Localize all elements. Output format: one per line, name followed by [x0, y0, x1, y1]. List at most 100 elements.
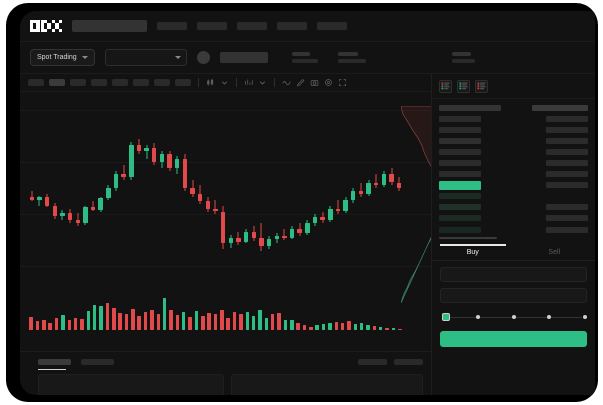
candle: [251, 110, 256, 255]
price-field[interactable]: [440, 267, 587, 283]
nav-item-3[interactable]: [236, 22, 267, 30]
market-stat-2-label: [337, 52, 358, 56]
order-book-bid-row[interactable]: [439, 214, 588, 223]
order-book-ask-row[interactable]: [439, 125, 588, 134]
order-book-bid-row[interactable]: [439, 225, 588, 234]
candle: [37, 110, 42, 255]
bottom-card-left[interactable]: [38, 374, 225, 395]
candle: [113, 110, 119, 255]
toolbar-divider: [274, 78, 275, 87]
tab-order-history[interactable]: [81, 359, 114, 365]
volume-bar: [239, 313, 243, 330]
candle-body: [351, 191, 356, 200]
order-book-bid-row[interactable]: [439, 203, 588, 212]
timeframe-5[interactable]: [112, 79, 128, 86]
app-window: Spot Trading: [20, 11, 595, 395]
nav-item-5[interactable]: [316, 22, 347, 30]
amount-field[interactable]: [440, 288, 587, 304]
candle-body: [213, 208, 218, 212]
market-sub-header: Spot Trading: [20, 42, 595, 74]
orders-action-2[interactable]: [394, 359, 423, 365]
percent-slider-handle[interactable]: [442, 313, 450, 322]
candle: [274, 110, 279, 255]
ask-amount: [546, 171, 588, 178]
volume-bar: [213, 314, 218, 330]
tab-sell[interactable]: Sell: [548, 249, 561, 257]
candle-body: [297, 228, 302, 234]
bid-price: [439, 193, 481, 200]
ob-mode-bids-icon[interactable]: [457, 80, 470, 93]
order-book-ask-row[interactable]: [439, 158, 588, 167]
order-book-rows[interactable]: [432, 99, 595, 234]
order-book-ask-row[interactable]: [439, 147, 588, 156]
nav-item-4[interactable]: [276, 22, 307, 30]
percent-stop-75[interactable]: [547, 314, 552, 319]
candle-body: [274, 236, 279, 240]
pencil-icon[interactable]: [296, 78, 305, 87]
price-chart[interactable]: [20, 92, 431, 351]
chevron-down-icon[interactable]: [220, 78, 229, 87]
timeframe-1[interactable]: [28, 79, 44, 86]
timeframe-4[interactable]: [91, 79, 107, 86]
settings-icon[interactable]: [324, 78, 333, 87]
timeframe-6[interactable]: [133, 79, 149, 86]
search-input[interactable]: [71, 20, 147, 32]
fullscreen-icon[interactable]: [338, 78, 347, 87]
order-book-ask-row[interactable]: [439, 170, 588, 179]
candle-body: [305, 223, 310, 234]
tab-open-orders[interactable]: [38, 359, 71, 365]
order-book-ask-row[interactable]: [439, 114, 588, 123]
timeframe-8[interactable]: [175, 79, 191, 86]
candle: [373, 110, 379, 255]
candle-body: [182, 159, 188, 189]
candle-body: [197, 194, 203, 202]
chevron-down-icon[interactable]: [258, 78, 267, 87]
candle: [343, 110, 348, 255]
orders-panel-tabs: [20, 352, 431, 365]
order-book-ask-row[interactable]: [439, 136, 588, 145]
tab-buy[interactable]: Buy: [432, 244, 514, 260]
percent-stop-25[interactable]: [475, 314, 480, 319]
order-book-bid-row[interactable]: [439, 192, 588, 201]
candle: [335, 110, 341, 255]
volume-bar: [232, 312, 237, 330]
candlestick-icon[interactable]: [206, 78, 215, 87]
line-chart-icon[interactable]: [282, 78, 291, 87]
candle: [351, 110, 356, 255]
candle: [167, 110, 172, 255]
pair-selector[interactable]: [104, 49, 187, 66]
timeframe-2[interactable]: [49, 79, 65, 86]
volume-bar: [251, 315, 256, 330]
camera-icon[interactable]: [310, 78, 319, 87]
ask-amount: [546, 137, 588, 144]
market-stat-1: [291, 52, 318, 63]
trading-mode-selector[interactable]: Spot Trading: [30, 49, 95, 66]
okx-logo[interactable]: [30, 19, 62, 33]
submit-buy-button[interactable]: [440, 331, 587, 348]
percent-stop-50[interactable]: [511, 314, 516, 319]
volume-bar: [188, 317, 192, 330]
orders-panel-actions: [358, 359, 423, 365]
nav-item-2[interactable]: [196, 22, 227, 30]
candle: [152, 110, 157, 255]
candle: [129, 110, 134, 255]
timeframe-7[interactable]: [154, 79, 170, 86]
percent-slider[interactable]: [442, 313, 587, 322]
candle-body: [67, 212, 73, 221]
candle: [358, 110, 364, 255]
candle-body: [335, 208, 341, 212]
candle: [182, 110, 188, 255]
indicators-icon[interactable]: [244, 78, 253, 87]
ob-mode-asks-icon[interactable]: [475, 80, 488, 93]
percent-stop-100[interactable]: [583, 314, 587, 319]
orders-action-1[interactable]: [358, 359, 387, 365]
candle-body: [113, 173, 119, 189]
timeframe-3[interactable]: [70, 79, 86, 86]
market-stat-3: [451, 52, 475, 63]
ob-mode-both-icon[interactable]: [439, 80, 452, 93]
bottom-card-right[interactable]: [231, 374, 423, 395]
order-book-scrollbar[interactable]: [439, 237, 497, 240]
candle: [328, 110, 333, 255]
volume-bar: [131, 308, 135, 330]
nav-item-1[interactable]: [156, 22, 187, 30]
